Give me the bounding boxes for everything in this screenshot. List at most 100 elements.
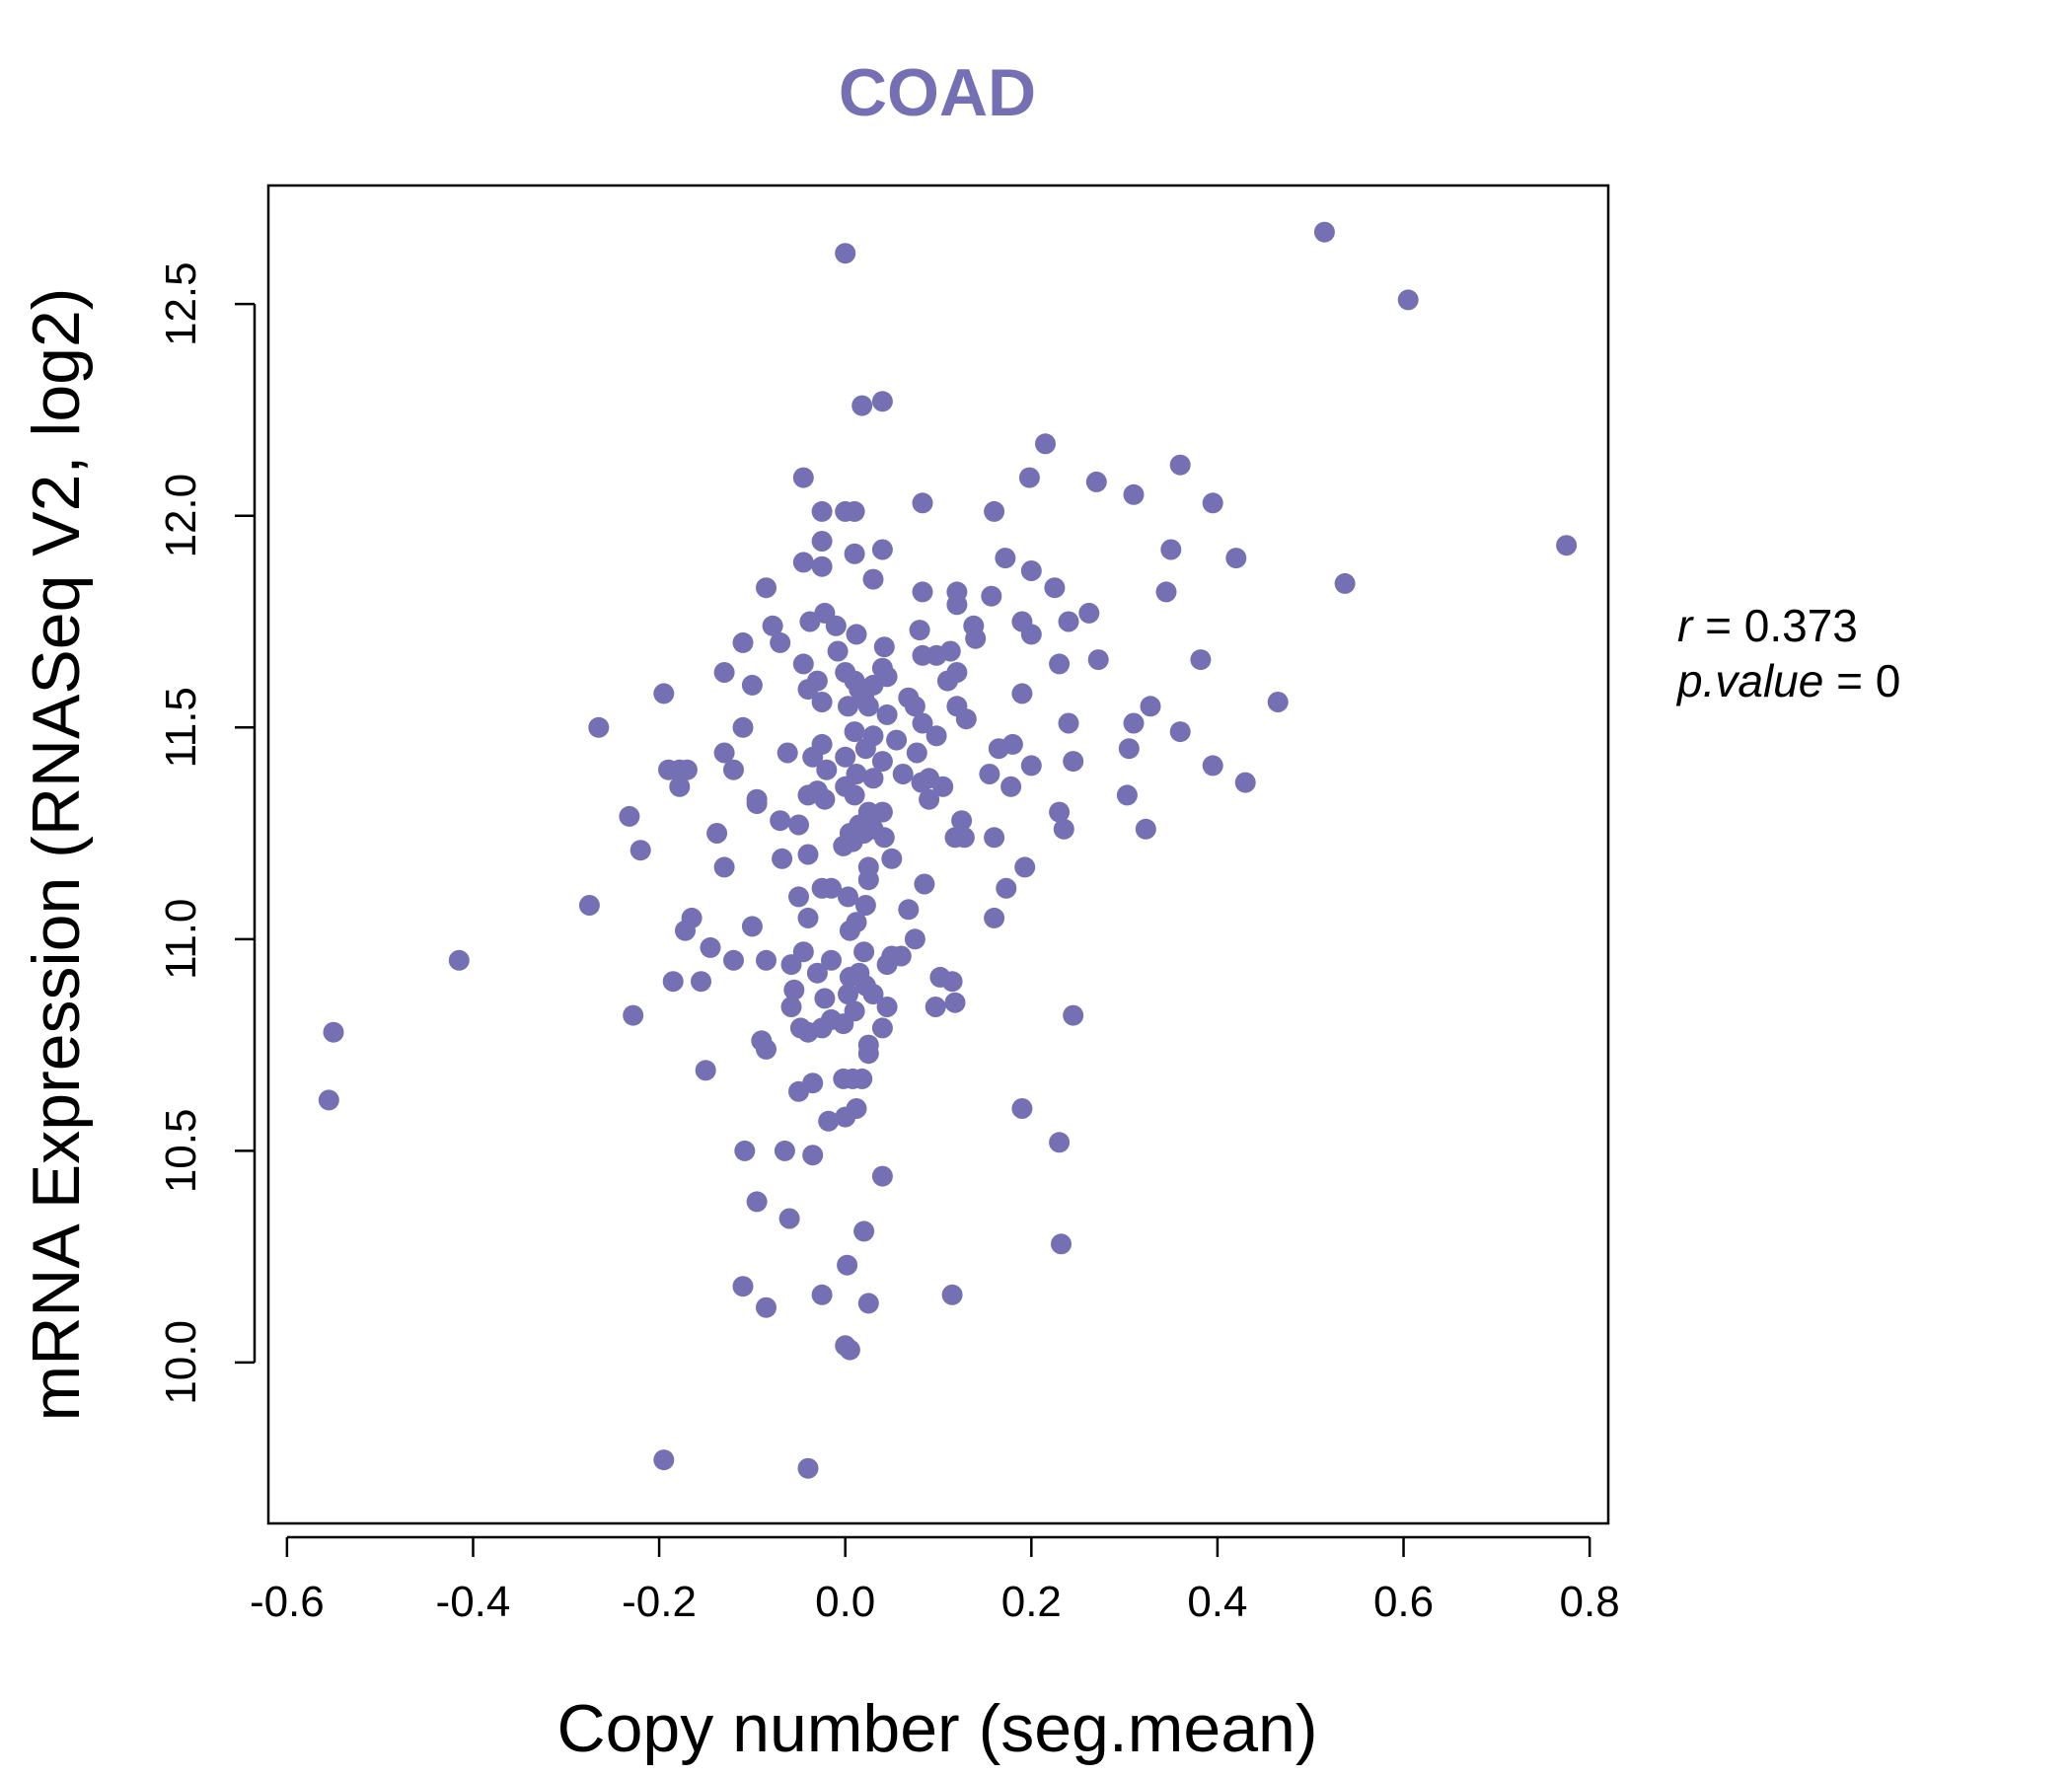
data-point: [821, 877, 842, 899]
data-point: [1123, 483, 1145, 505]
data-point: [811, 500, 833, 522]
data-point: [912, 492, 933, 514]
data-point: [881, 848, 903, 869]
data-point: [1140, 696, 1161, 717]
chart-title: COAD: [839, 55, 1036, 130]
data-point: [839, 966, 860, 988]
data-point: [669, 759, 691, 780]
data-point: [783, 979, 805, 1000]
data-point: [1049, 801, 1071, 823]
data-point: [844, 784, 865, 806]
data-point: [792, 653, 814, 675]
data-point: [1085, 471, 1107, 492]
data-point: [1556, 535, 1578, 556]
y-tick-label: 10.5: [157, 1109, 205, 1194]
data-point: [1160, 539, 1182, 560]
data-point: [912, 712, 933, 734]
data-point: [1234, 772, 1256, 793]
data-point: [1000, 776, 1022, 797]
data-point: [862, 568, 884, 590]
data-point: [892, 764, 914, 784]
data-point: [780, 997, 802, 1017]
data-point: [797, 1457, 819, 1479]
data-point: [629, 840, 651, 861]
data-point: [1020, 624, 1042, 645]
data-point: [788, 1080, 809, 1102]
data-point: [746, 793, 768, 814]
data-point: [876, 997, 898, 1017]
data-point: [827, 640, 849, 662]
data-point: [1169, 454, 1191, 476]
data-point: [1014, 856, 1036, 878]
data-point: [871, 751, 893, 773]
data-point: [1049, 653, 1071, 675]
x-tick-label: -0.4: [436, 1578, 511, 1626]
data-point: [1018, 467, 1040, 488]
data-point: [675, 920, 696, 941]
data-point: [1063, 1004, 1084, 1026]
data-point: [802, 1145, 824, 1166]
data-point: [995, 548, 1016, 569]
data-point: [713, 742, 735, 764]
data-point: [862, 768, 884, 789]
data-point: [653, 683, 675, 704]
data-point: [1053, 818, 1074, 840]
data-point: [777, 742, 798, 764]
data-point: [797, 907, 819, 928]
data-point: [839, 1339, 860, 1361]
data-point: [925, 997, 946, 1017]
data-point: [1190, 649, 1212, 671]
data-point: [732, 631, 754, 653]
data-point: [756, 1296, 777, 1318]
x-tick-label: 0.0: [815, 1578, 875, 1626]
data-point: [857, 696, 879, 717]
r-equals: =: [1692, 600, 1743, 651]
data-point: [853, 941, 875, 963]
data-point: [835, 1106, 856, 1128]
data-point: [806, 962, 828, 984]
data-point: [723, 949, 744, 971]
y-axis-title: mRNA Expression (RNASeq V2, log2): [19, 288, 94, 1422]
data-point: [1035, 433, 1056, 455]
data-point: [862, 984, 884, 1005]
y-tick-label: 10.0: [157, 1320, 205, 1405]
data-point: [932, 776, 954, 797]
data-point: [770, 810, 791, 832]
data-point: [797, 679, 819, 701]
data-point: [936, 670, 958, 692]
data-point: [713, 856, 735, 878]
data-point: [770, 631, 791, 653]
data-point: [873, 636, 895, 658]
y-tick-label: 11.0: [157, 899, 205, 980]
y-axis: 10.0 10.5 11.0 11.5 12.0 12.5: [157, 261, 257, 1405]
data-point: [1397, 289, 1419, 311]
data-point: [1078, 602, 1100, 624]
y-tick-label: 12.5: [157, 261, 205, 346]
data-point: [871, 1017, 893, 1039]
x-tick-label: -0.6: [250, 1578, 325, 1626]
data-point: [844, 543, 865, 564]
data-point: [1063, 751, 1084, 773]
data-point: [857, 869, 879, 891]
data-point: [898, 899, 920, 921]
data-point: [909, 620, 930, 641]
data-point: [914, 873, 935, 895]
data-point: [838, 984, 858, 1005]
data-point: [811, 555, 833, 577]
data-point: [944, 992, 966, 1013]
data-point: [981, 585, 1002, 607]
data-point: [578, 895, 600, 916]
data-point: [762, 615, 783, 636]
data-point: [816, 759, 838, 780]
data-point: [886, 729, 908, 751]
data-point: [780, 954, 802, 976]
data-point: [653, 1449, 675, 1471]
data-point: [853, 1221, 875, 1242]
y-tick-label: 12.0: [157, 474, 205, 558]
data-point: [814, 988, 836, 1009]
data-point: [1087, 649, 1109, 671]
data-point: [953, 827, 975, 849]
data-point: [1155, 581, 1177, 603]
data-point: [723, 759, 744, 780]
